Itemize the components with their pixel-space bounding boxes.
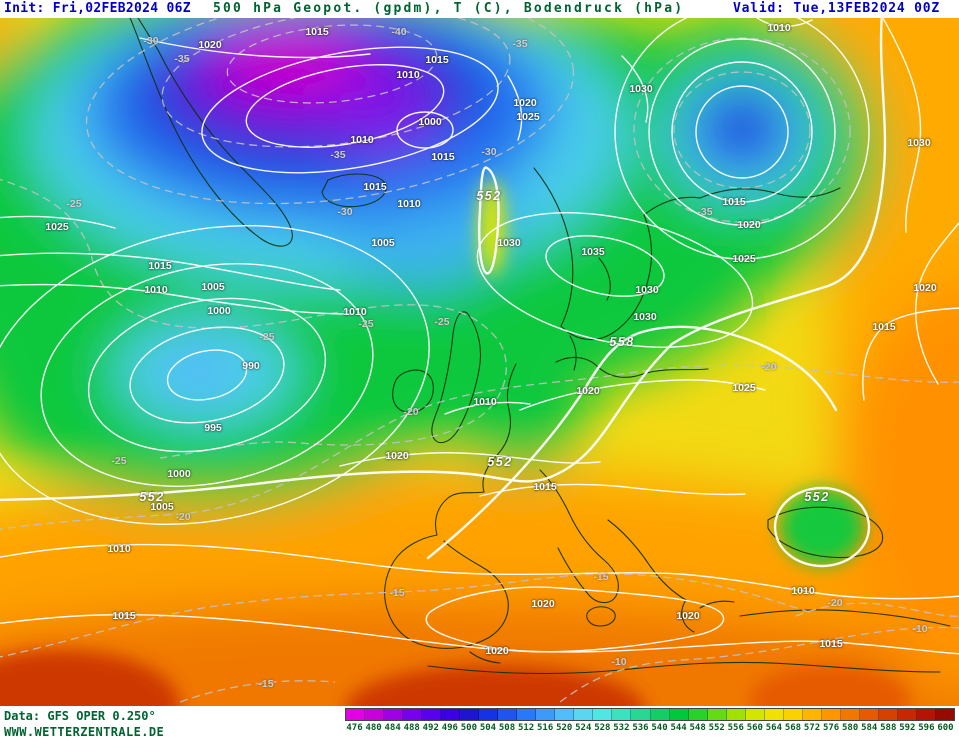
colorbar-cell bbox=[574, 709, 594, 720]
colorbar-cell bbox=[669, 709, 689, 720]
colorbar-cell bbox=[783, 709, 803, 720]
colorbar-cell bbox=[726, 709, 746, 720]
colorbar-value: 512 bbox=[517, 723, 535, 733]
color-scale: 476 480 484 488 492 496 500 504 508 512 516 520 524 5… bbox=[345, 708, 955, 733]
colorbar-cell bbox=[821, 709, 841, 720]
colorbar-value: 480 bbox=[365, 723, 382, 733]
colorbar-cell bbox=[441, 709, 461, 720]
colorbar-cell bbox=[707, 709, 727, 720]
data-source-label: Data: GFS OPER 0.250° bbox=[4, 709, 156, 723]
colorbar-cell bbox=[859, 709, 879, 720]
colorbar-value: 540 bbox=[651, 723, 668, 733]
colorbar-cell bbox=[479, 709, 499, 720]
valid-time-label: Valid: Tue,13FEB2024 00Z bbox=[733, 1, 941, 16]
colorbar-cell bbox=[650, 709, 670, 720]
weather-map: 1020 1015 1015 1010 1000 1010 1015 1015 1010 1005… bbox=[0, 18, 959, 706]
colorbar-value: 564 bbox=[765, 723, 783, 733]
colorbar-cell bbox=[365, 709, 385, 720]
colorbar-cell bbox=[403, 709, 423, 720]
colorbar-value: 528 bbox=[594, 723, 611, 733]
colorbar-cell bbox=[555, 709, 575, 720]
colorbar-cell bbox=[631, 709, 651, 720]
colorbar-value: 524 bbox=[575, 723, 592, 733]
colorbar-cell bbox=[935, 709, 954, 720]
colorbar-value: 600 bbox=[937, 723, 954, 733]
colorbar-value: 496 bbox=[441, 723, 458, 733]
pressure-contours bbox=[0, 18, 959, 655]
colorbar-value: 492 bbox=[422, 723, 439, 733]
init-time-label: Init: Fri,02FEB2024 06Z bbox=[4, 1, 191, 16]
colorbar-value: 572 bbox=[803, 723, 821, 733]
colorbar-value: 592 bbox=[899, 723, 916, 733]
color-scale-values: 476 480 484 488 492 496 500 504 508 512 516 520 524 5… bbox=[345, 721, 955, 733]
colorbar-value: 588 bbox=[880, 723, 897, 733]
colorbar-value: 560 bbox=[746, 723, 763, 733]
colorbar-value: 516 bbox=[537, 723, 554, 733]
color-field bbox=[0, 18, 959, 706]
colorbar-value: 596 bbox=[918, 723, 935, 733]
colorbar-cell bbox=[422, 709, 442, 720]
colorbar-cell bbox=[897, 709, 917, 720]
colorbar-value: 568 bbox=[784, 723, 802, 733]
colorbar-value: 576 bbox=[822, 723, 840, 733]
colorbar-cell bbox=[745, 709, 765, 720]
temperature-contours bbox=[0, 18, 959, 703]
colorbar-cell bbox=[916, 709, 936, 720]
colorbar-cell bbox=[517, 709, 537, 720]
colorbar-cell bbox=[612, 709, 632, 720]
colorbar-value: 584 bbox=[861, 723, 878, 733]
color-scale-cells bbox=[345, 708, 955, 721]
colorbar-value: 532 bbox=[613, 723, 630, 733]
map-footer: Data: GFS OPER 0.250° WWW.WETTERZENTRALE… bbox=[0, 706, 959, 741]
colorbar-value: 580 bbox=[842, 723, 859, 733]
geopotential-contours bbox=[0, 18, 887, 568]
colorbar-value: 476 bbox=[346, 723, 363, 733]
colorbar-cell bbox=[593, 709, 613, 720]
colorbar-value: 544 bbox=[670, 723, 687, 733]
colorbar-cell bbox=[498, 709, 518, 720]
colorbar-cell bbox=[688, 709, 708, 720]
colorbar-value: 504 bbox=[479, 723, 497, 733]
map-title: 500 hPa Geopot. (gpdm), T (C), Bodendruc… bbox=[213, 1, 685, 16]
colorbar-cell bbox=[536, 709, 556, 720]
map-canvas bbox=[0, 18, 959, 706]
colorbar-value: 548 bbox=[689, 723, 706, 733]
colorbar-value: 500 bbox=[460, 723, 478, 733]
colorbar-cell bbox=[346, 709, 366, 720]
colorbar-value: 484 bbox=[384, 723, 401, 733]
colorbar-cell bbox=[802, 709, 822, 720]
colorbar-cell bbox=[764, 709, 784, 720]
colorbar-cell bbox=[384, 709, 404, 720]
colorbar-cell bbox=[460, 709, 480, 720]
colorbar-value: 536 bbox=[632, 723, 649, 733]
colorbar-value: 520 bbox=[556, 723, 573, 733]
colorbar-value: 488 bbox=[403, 723, 420, 733]
map-header: Init: Fri,02FEB2024 06Z 500 hPa Geopot. … bbox=[0, 0, 959, 18]
colorbar-value: 508 bbox=[498, 723, 516, 733]
colorbar-cell bbox=[840, 709, 860, 720]
colorbar-value: 552 bbox=[708, 723, 725, 733]
colorbar-value: 556 bbox=[727, 723, 744, 733]
website-label: WWW.WETTERZENTRALE.DE bbox=[4, 725, 165, 739]
coastlines bbox=[129, 18, 951, 675]
colorbar-cell bbox=[878, 709, 898, 720]
